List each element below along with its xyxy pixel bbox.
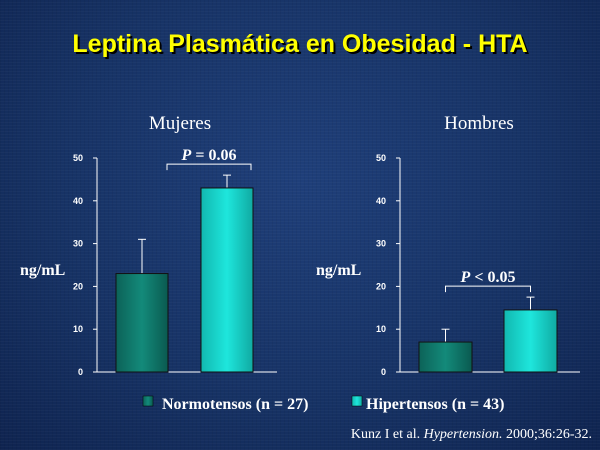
mujeres-bar-normotensos [115,273,169,373]
hombres-y-tick-label: 30 [376,239,386,249]
hombres-y-tick-label: 40 [376,196,386,206]
hombres-significance-bracket [445,285,531,293]
mujeres-y-tick-label: 20 [73,281,83,291]
hombres-y-tick-label: 50 [376,153,386,163]
legend-label-hipertensos: Hipertensos (n = 43) [366,396,504,413]
legend-swatch-hipertensos [351,395,363,407]
citation: Kunz I et al. Hypertension. 2000;36:26-3… [351,427,592,443]
hombres-y-tick-label: 20 [376,281,386,291]
mujeres-significance-bracket [166,163,252,171]
mujeres-bar-hipertensos [200,187,254,373]
hombres-y-tick-label: 10 [376,324,386,334]
slide-title: Leptina Plasmática en Obesidad - HTA [72,30,528,58]
citation-authors: Kunz I et al. [350,427,421,442]
hombres-chart: Hombres ng/mL 0 10 20 30 40 50 P < 0.05 [316,113,580,377]
hombres-bar-normotensos [418,341,473,373]
mujeres-y-tick-label: 50 [73,153,83,163]
citation-journal: Hypertension. [423,427,503,442]
mujeres-p-value: P = 0.06 [181,147,237,164]
mujeres-y-tick-label: 0 [78,367,83,377]
citation-details: 2000;36:26-32. [506,427,592,442]
mujeres-y-tick-label: 10 [73,324,83,334]
legend-swatch-normotensos [142,395,154,407]
hombres-title: Hombres [444,113,514,134]
mujeres-y-axis-label: ng/mL [20,262,65,279]
hombres-y-tick-label: 0 [381,367,386,377]
hombres-y-axis-label: ng/mL [316,262,361,279]
mujeres-y-tick-label: 30 [73,239,83,249]
mujeres-chart: Mujeres ng/mL 0 10 20 30 40 50 P = 0.06 [20,113,277,377]
hombres-bar-hipertensos [503,309,558,373]
legend-label-normotensos: Normotensos (n = 27) [162,396,308,413]
legend: Normotensos (n = 27) Hipertensos (n = 43) [142,395,504,413]
mujeres-y-tick-label: 40 [73,196,83,206]
hombres-p-value: P < 0.05 [460,269,516,286]
mujeres-title: Mujeres [149,113,211,134]
